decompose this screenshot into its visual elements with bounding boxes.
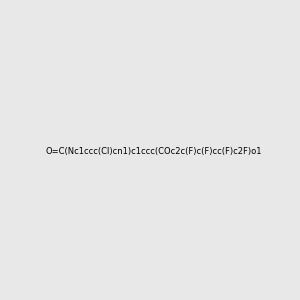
Text: O=C(Nc1ccc(Cl)cn1)c1ccc(COc2c(F)c(F)cc(F)c2F)o1: O=C(Nc1ccc(Cl)cn1)c1ccc(COc2c(F)c(F)cc(F… xyxy=(46,147,262,156)
